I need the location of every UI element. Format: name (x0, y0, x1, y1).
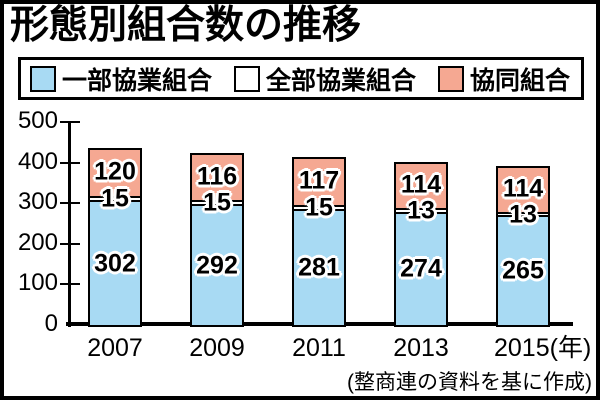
bar-segment-全部協業組合 (496, 212, 550, 218)
bar-segment-一部協業組合 (190, 206, 244, 327)
y-axis-tick-label: 100 (17, 269, 58, 297)
legend-item-cooperative-union: 協同組合 (438, 61, 570, 97)
bar-outline (394, 162, 448, 327)
stacked-bar: 120 15 302 (88, 147, 142, 327)
segment-value-label-blue: 274 (400, 254, 442, 283)
segment-value-label-blue: 265 (502, 256, 544, 285)
y-axis-tick-label: 400 (17, 147, 58, 175)
y-axis-tick-label: 500 (17, 107, 58, 134)
y-axis-tick (60, 202, 80, 205)
source-note: (整商連の資料を基に作成) (347, 371, 592, 394)
bar-segment-協同組合 (394, 162, 448, 209)
segment-value-label-pink: 116 (196, 162, 238, 191)
bar-segment-協同組合 (190, 153, 244, 201)
legend-swatch-white (234, 65, 261, 92)
segment-value-label-white: 15 (305, 193, 333, 222)
chart-title: 形態別組合数の推移 (10, 4, 362, 47)
y-axis-tick-label: 300 (17, 188, 58, 216)
segment-value-label-pink: 120 (94, 157, 136, 186)
y-axis-tick-label: 200 (17, 228, 58, 256)
segment-value-label-pink: 117 (298, 166, 340, 195)
x-axis-year-label: 2009 (189, 334, 245, 362)
segment-value-label-white: 13 (407, 196, 435, 225)
legend: 一部協業組合 全部協業組合 協同組合 (18, 57, 584, 100)
segment-value-label-blue: 281 (298, 253, 340, 282)
legend-swatch-pink (438, 65, 465, 92)
segment-value-label-white: 15 (203, 188, 231, 217)
bar-segment-全部協業組合 (190, 200, 244, 207)
segment-value-label-pink: 114 (502, 174, 544, 203)
bar-outline (88, 147, 142, 327)
segment-value-label-white: 15 (101, 184, 129, 213)
bar-segment-全部協業組合 (394, 208, 448, 214)
legend-item-partial-cooperative: 一部協業組合 (30, 61, 212, 97)
legend-label: 協同組合 (470, 66, 571, 95)
bar-outline (292, 157, 346, 327)
legend-label: 一部協業組合 (62, 66, 213, 95)
stacked-bar: 117 15 281 (292, 157, 346, 327)
bar-segment-一部協業組合 (88, 202, 142, 327)
bar-outline (496, 165, 550, 327)
segment-value-label-blue: 292 (196, 251, 238, 280)
y-axis-tick (60, 283, 80, 286)
segment-value-label-blue: 302 (94, 249, 136, 278)
y-axis-tick (60, 242, 80, 245)
bar-segment-全部協業組合 (292, 204, 346, 211)
y-axis-tick (60, 121, 80, 123)
bar-segment-協同組合 (88, 147, 142, 197)
segment-value-label-white: 13 (509, 200, 537, 229)
stacked-bar: 114 13 265 (496, 165, 550, 327)
bar-segment-一部協業組合 (394, 213, 448, 327)
segment-value-label-pink: 114 (400, 170, 442, 199)
x-axis-year-label: 2007 (87, 334, 143, 362)
bar-segment-一部協業組合 (496, 217, 550, 327)
y-axis-tick-label: 0 (44, 310, 58, 337)
legend-item-full-cooperative: 全部協業組合 (234, 61, 416, 97)
stacked-bar: 114 13 274 (394, 162, 448, 327)
y-axis-line (68, 121, 71, 327)
bar-segment-一部協業組合 (292, 210, 346, 327)
x-axis-year-label: 2011 (292, 334, 346, 362)
bar-segment-協同組合 (292, 157, 346, 205)
bar-segment-協同組合 (496, 165, 550, 213)
y-axis-tick (60, 161, 80, 164)
stacked-bar: 116 15 292 (190, 153, 244, 327)
legend-label: 全部協業組合 (266, 66, 417, 95)
bar-segment-全部協業組合 (88, 196, 142, 203)
x-axis-year-label: 2013 (393, 334, 449, 362)
legend-swatch-blue (30, 65, 56, 92)
x-axis-year-label: 2015(年) (494, 334, 592, 362)
bar-outline (190, 153, 244, 327)
